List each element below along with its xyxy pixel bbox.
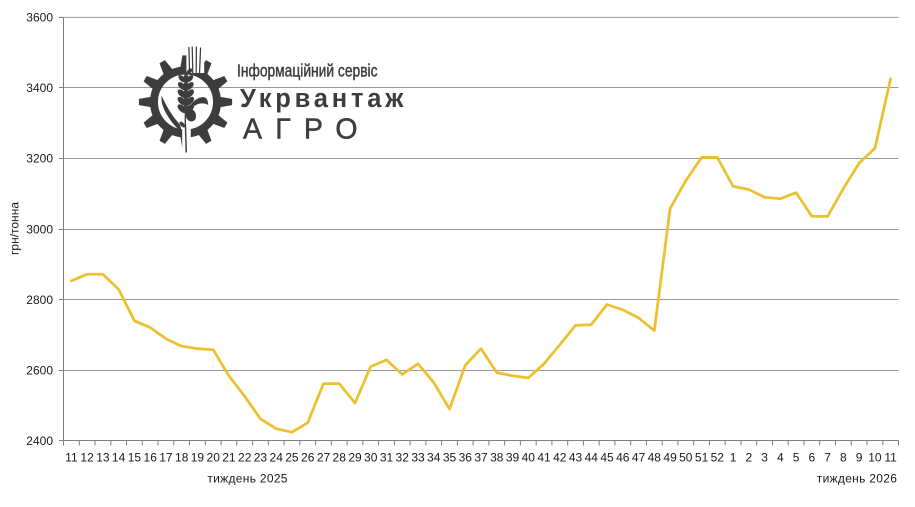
svg-text:2400: 2400 xyxy=(26,434,53,448)
svg-text:52: 52 xyxy=(711,451,725,465)
svg-text:3200: 3200 xyxy=(26,152,53,166)
svg-text:1: 1 xyxy=(730,451,737,465)
svg-text:18: 18 xyxy=(175,451,189,465)
svg-text:14: 14 xyxy=(112,451,126,465)
svg-text:19: 19 xyxy=(191,451,205,465)
svg-text:30: 30 xyxy=(364,451,378,465)
svg-text:12: 12 xyxy=(80,451,94,465)
svg-text:АГРО: АГРО xyxy=(243,114,371,146)
svg-text:29: 29 xyxy=(348,451,362,465)
svg-text:45: 45 xyxy=(600,451,614,465)
svg-text:27: 27 xyxy=(317,451,331,465)
svg-text:2: 2 xyxy=(745,451,752,465)
svg-text:37: 37 xyxy=(474,451,488,465)
svg-text:44: 44 xyxy=(585,451,599,465)
svg-text:15: 15 xyxy=(128,451,142,465)
svg-text:тиждень 2026: тиждень 2026 xyxy=(817,472,897,486)
svg-text:6: 6 xyxy=(809,451,816,465)
svg-text:39: 39 xyxy=(506,451,520,465)
svg-text:4: 4 xyxy=(777,451,784,465)
svg-text:тиждень 2025: тиждень 2025 xyxy=(207,472,287,486)
svg-text:10: 10 xyxy=(868,451,882,465)
svg-text:41: 41 xyxy=(537,451,551,465)
svg-text:3600: 3600 xyxy=(26,11,53,25)
svg-text:24: 24 xyxy=(270,451,284,465)
svg-text:43: 43 xyxy=(569,451,583,465)
svg-text:38: 38 xyxy=(490,451,504,465)
svg-text:7: 7 xyxy=(824,451,831,465)
svg-text:34: 34 xyxy=(427,451,441,465)
svg-text:28: 28 xyxy=(333,451,347,465)
svg-text:Інформаційний сервіс: Інформаційний сервіс xyxy=(237,62,378,81)
svg-text:22: 22 xyxy=(238,451,252,465)
svg-text:32: 32 xyxy=(396,451,410,465)
svg-text:20: 20 xyxy=(207,451,221,465)
svg-text:31: 31 xyxy=(380,451,394,465)
svg-text:25: 25 xyxy=(285,451,299,465)
svg-text:48: 48 xyxy=(648,451,662,465)
svg-text:13: 13 xyxy=(96,451,110,465)
svg-text:11: 11 xyxy=(65,451,78,465)
svg-text:5: 5 xyxy=(793,451,800,465)
svg-text:51: 51 xyxy=(695,451,709,465)
svg-text:8: 8 xyxy=(840,451,847,465)
svg-text:3: 3 xyxy=(761,451,768,465)
svg-text:23: 23 xyxy=(254,451,268,465)
svg-text:2800: 2800 xyxy=(26,293,53,307)
svg-text:33: 33 xyxy=(411,451,425,465)
svg-text:2600: 2600 xyxy=(26,363,53,377)
svg-text:Укрвантаж: Укрвантаж xyxy=(240,85,407,113)
svg-text:36: 36 xyxy=(459,451,473,465)
svg-text:16: 16 xyxy=(144,451,158,465)
svg-text:21: 21 xyxy=(222,451,236,465)
svg-text:9: 9 xyxy=(856,451,863,465)
svg-text:40: 40 xyxy=(522,451,536,465)
svg-text:35: 35 xyxy=(443,451,457,465)
svg-text:47: 47 xyxy=(632,451,646,465)
svg-text:46: 46 xyxy=(616,451,630,465)
svg-text:26: 26 xyxy=(301,451,315,465)
svg-text:3400: 3400 xyxy=(26,81,53,95)
svg-text:3000: 3000 xyxy=(26,222,53,236)
svg-text:11: 11 xyxy=(884,451,897,465)
svg-text:49: 49 xyxy=(663,451,677,465)
svg-text:грн/тонна: грн/тонна xyxy=(8,202,22,255)
svg-text:50: 50 xyxy=(679,451,693,465)
svg-text:42: 42 xyxy=(553,451,567,465)
svg-text:17: 17 xyxy=(159,451,173,465)
